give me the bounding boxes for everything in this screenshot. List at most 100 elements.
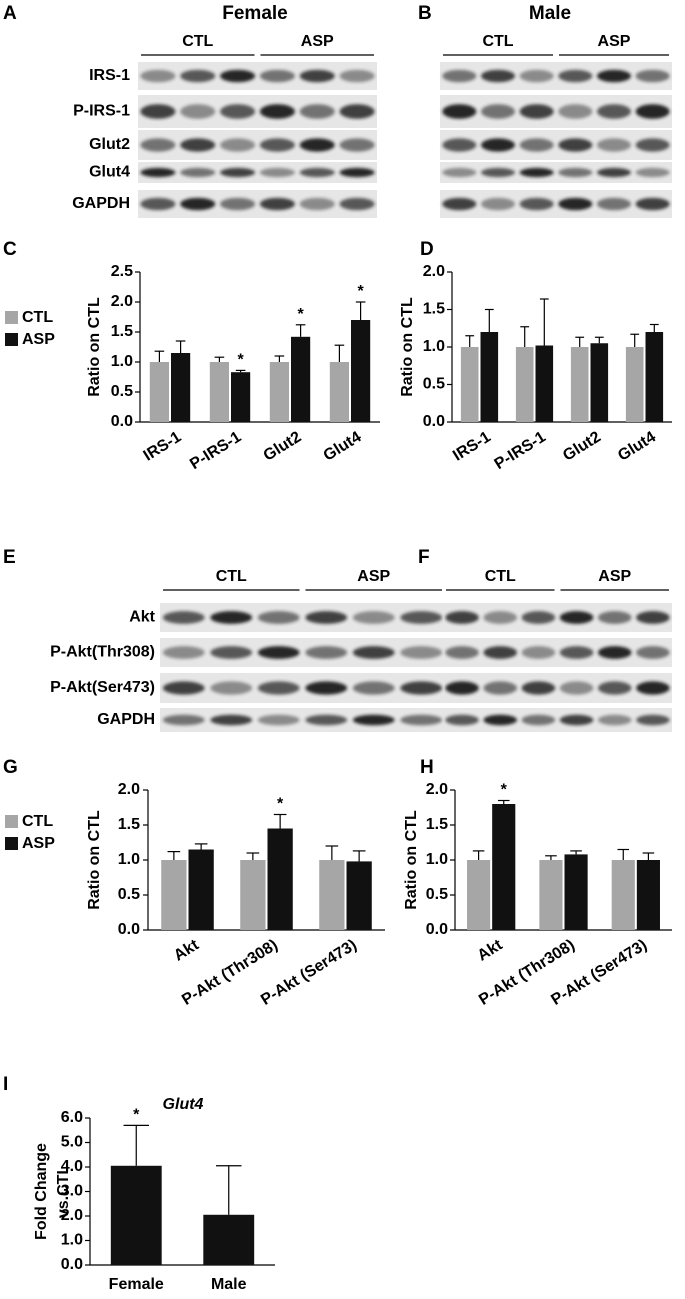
legend-label: ASP — [22, 835, 55, 852]
error-bar — [484, 308, 494, 332]
band — [635, 167, 670, 178]
band — [400, 611, 443, 624]
significance: * — [237, 352, 244, 369]
row-label: Akt — [129, 609, 155, 626]
band — [519, 167, 554, 178]
error-bar — [465, 335, 475, 347]
band — [299, 167, 335, 178]
y-tick-label: 0.5 — [118, 886, 140, 903]
bar — [515, 347, 534, 422]
band — [445, 681, 479, 695]
band — [339, 69, 375, 83]
group-label: CTL — [182, 33, 213, 50]
y-tick-label: 1.5 — [118, 816, 140, 833]
error-bar — [216, 1165, 242, 1215]
y-axis-label: Ratio on CTL — [399, 297, 416, 397]
blot-strip — [440, 95, 672, 128]
bar — [645, 332, 664, 422]
band — [210, 681, 253, 695]
band — [597, 681, 632, 695]
band — [140, 167, 176, 178]
band — [445, 646, 479, 659]
bar — [110, 1165, 162, 1265]
bar — [539, 860, 563, 930]
error-bar — [642, 852, 655, 860]
error-bar — [545, 855, 557, 860]
band — [180, 104, 216, 119]
legend-swatch — [5, 311, 18, 324]
bar — [267, 828, 293, 930]
error-bar — [273, 813, 287, 829]
group-label: ASP — [301, 33, 334, 50]
band — [480, 167, 516, 178]
band — [220, 197, 256, 211]
band — [483, 714, 518, 726]
x-tick-label: Akt — [475, 936, 506, 964]
y-tick-label: 2.0 — [426, 781, 448, 798]
band — [299, 69, 335, 83]
band — [519, 138, 554, 152]
error-bar — [472, 850, 485, 860]
band — [480, 69, 516, 83]
error-bar — [246, 852, 260, 860]
bar — [625, 347, 644, 422]
blot-strip — [440, 130, 672, 160]
y-axis-label: Ratio on CTL — [403, 810, 420, 910]
band — [180, 167, 216, 178]
bar — [480, 332, 499, 422]
band — [596, 197, 632, 211]
band — [559, 714, 594, 726]
y-tick-label: 0.0 — [61, 1256, 83, 1273]
band — [636, 714, 670, 726]
band — [305, 714, 348, 726]
band — [635, 197, 670, 211]
y-tick-label: 0.0 — [423, 413, 445, 430]
error-bar — [274, 355, 285, 362]
bar — [269, 362, 289, 422]
bar — [188, 849, 214, 930]
band — [299, 104, 335, 119]
band — [480, 197, 516, 211]
band — [596, 104, 632, 119]
x-tick-label: Glut2 — [261, 428, 305, 464]
band — [299, 138, 335, 152]
y-tick-label: 0.5 — [111, 383, 133, 400]
band — [442, 138, 477, 152]
band — [210, 714, 253, 726]
band — [162, 646, 205, 659]
blot-strip — [138, 162, 377, 183]
band — [140, 104, 176, 119]
bar — [209, 362, 229, 422]
y-tick-label: 1.5 — [111, 323, 133, 340]
x-tick-label: Male — [211, 1276, 247, 1293]
band — [480, 138, 516, 152]
band — [257, 646, 300, 659]
blot-strip — [160, 708, 445, 732]
band — [442, 104, 477, 119]
panel-label: G — [3, 757, 18, 778]
row-label: IRS-1 — [89, 67, 130, 84]
error-bar — [497, 799, 510, 804]
x-tick-label: IRS-1 — [141, 429, 185, 465]
y-tick-label: 3.0 — [61, 1183, 83, 1200]
y-axis-label: Fold Change — [33, 1143, 50, 1240]
y-tick-label: 0.5 — [423, 376, 445, 393]
band — [220, 138, 256, 152]
blot-strip — [443, 708, 672, 732]
y-axis-label: Ratio on CTL — [86, 810, 103, 910]
band — [259, 138, 295, 152]
legend-swatch — [5, 837, 18, 850]
group-label: CTL — [485, 568, 516, 585]
band — [519, 197, 554, 211]
group-label: ASP — [357, 568, 390, 585]
y-tick-label: 1.0 — [426, 851, 448, 868]
band — [445, 714, 479, 726]
row-label: P-Akt(Thr308) — [50, 644, 155, 661]
band — [558, 104, 593, 119]
x-tick-label: Female — [109, 1276, 164, 1293]
y-tick-label: 1.5 — [423, 301, 445, 318]
band — [352, 611, 395, 624]
band — [162, 714, 205, 726]
band — [596, 138, 632, 152]
y-axis-label: vs.CTL — [55, 1165, 72, 1219]
